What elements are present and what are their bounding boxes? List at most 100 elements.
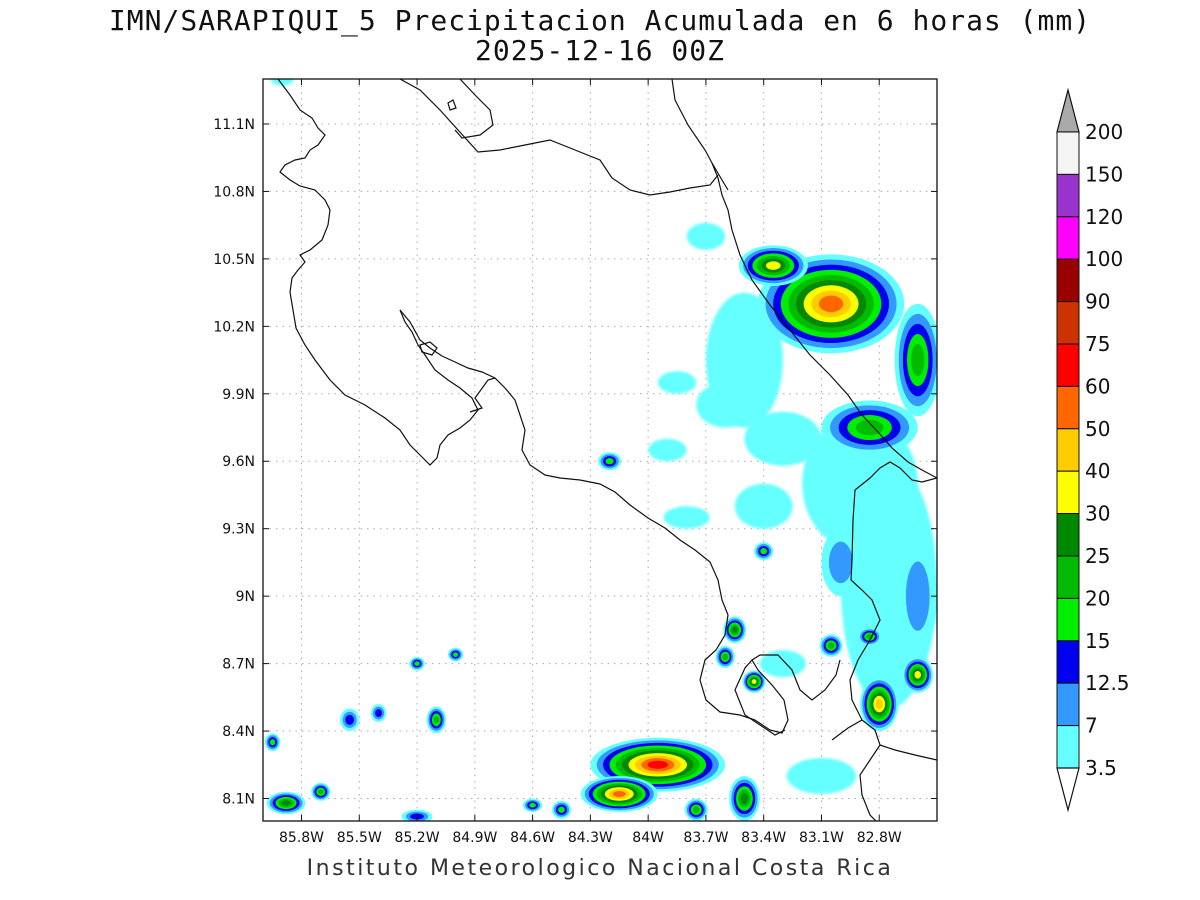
colorbar-level-label: 15 — [1085, 629, 1110, 653]
lon-tick-label: 85.2W — [395, 830, 440, 846]
colorbar-level-label: 25 — [1085, 544, 1110, 568]
rain-cell — [821, 528, 860, 597]
footer-credit: Instituto Meteorologico Nacional Costa R… — [306, 856, 894, 881]
colorbar-level-label: 40 — [1085, 459, 1110, 483]
rain-contour-band — [914, 671, 921, 679]
rain-cell — [522, 798, 543, 813]
colorbar-segment — [1056, 173, 1080, 218]
rain-contour-band — [751, 679, 757, 684]
colorbar-segment — [1056, 343, 1080, 387]
rain-contour-band — [855, 419, 884, 436]
panama-pacific — [879, 744, 937, 761]
light-rain-area — [686, 222, 726, 250]
lon-tick-label: 84.3W — [568, 830, 613, 846]
rain-contour-band — [345, 714, 354, 725]
colorbar-segment — [1056, 258, 1080, 303]
colorbar-segment — [1056, 301, 1080, 345]
chira-island — [419, 341, 438, 356]
rain-contour-band — [269, 739, 276, 746]
precipitation-field — [264, 79, 937, 821]
lat-tick-label: 9.9N — [222, 387, 255, 403]
light-rain-area — [270, 79, 294, 86]
light-rain-area — [786, 758, 857, 795]
colorbar-segment — [1056, 385, 1080, 430]
caribbean-coast — [711, 162, 937, 479]
light-rain-area — [648, 438, 687, 462]
lake-island — [447, 99, 457, 111]
rain-cell — [898, 539, 937, 653]
rain-cell — [598, 452, 622, 471]
rain-cell — [859, 677, 899, 732]
colorbar-segment — [1056, 555, 1080, 599]
rain-contour-band — [605, 458, 614, 465]
rain-contour-band — [612, 791, 626, 798]
lon-tick-label: 84.9W — [452, 830, 497, 846]
rain-cell — [409, 656, 425, 671]
light-rain-area — [663, 506, 710, 529]
panama-border — [854, 461, 937, 491]
colorbar-level-label: 100 — [1085, 247, 1123, 271]
osa-peninsula — [734, 659, 786, 736]
lat-tick-label: 9N — [236, 589, 255, 605]
rain-cell — [551, 800, 572, 819]
colorbar-level-label: 60 — [1085, 374, 1110, 398]
coastline-borders — [277, 79, 937, 821]
rain-contour-band — [827, 642, 835, 649]
lon-tick-label: 85.8W — [279, 830, 324, 846]
lat-tick-label: 8.4N — [222, 724, 255, 740]
chart-title: IMN/SARAPIQUI_5 Precipitacion Acumulada … — [108, 4, 1092, 37]
rain-cell — [754, 542, 774, 561]
rain-cell — [858, 627, 882, 646]
rain-cell — [311, 782, 331, 801]
colorbar-legend: 3.5 7 12.5 15 20 25 30 40 50 60 75 90 100 120 150 200 — [1056, 87, 1130, 813]
rain-contour-band — [828, 541, 853, 584]
rain-contour-band — [760, 548, 768, 555]
rain-contour-band — [875, 699, 883, 710]
lat-tick-label: 8.7N — [222, 657, 255, 673]
rain-cell — [426, 706, 446, 734]
pacific-nicaragua-coast — [277, 79, 479, 466]
lat-tick-label: 9.6N — [222, 454, 255, 470]
colorbar-level-label: 90 — [1085, 290, 1110, 314]
nicoya-gulf-coast — [399, 309, 496, 379]
rain-cell — [266, 791, 306, 815]
map-frame — [262, 78, 938, 822]
light-rain-area — [657, 371, 697, 394]
light-rain-area — [759, 650, 807, 678]
colorbar-level-label: 75 — [1085, 332, 1110, 356]
rain-contour-band — [414, 661, 420, 666]
rain-cell — [370, 704, 387, 723]
light-rain-area — [696, 382, 755, 428]
rain-contour-band — [740, 793, 749, 804]
central-pacific-coast — [469, 377, 841, 734]
lat-tick-label: 10.5N — [213, 252, 255, 268]
border-south — [849, 489, 881, 721]
rain-contour-band — [818, 295, 844, 313]
rain-cell — [447, 647, 464, 662]
colorbar-level-label: 3.5 — [1085, 756, 1117, 780]
lon-tick-label: 83.4W — [741, 830, 786, 846]
light-rain-area — [734, 483, 793, 529]
rain-contour-band — [452, 652, 459, 657]
colorbar-segment — [1056, 640, 1080, 684]
colorbar-segment — [1056, 428, 1080, 472]
lon-tick-label: 84W — [632, 830, 664, 846]
lon-tick-label: 82.8W — [857, 830, 902, 846]
rain-cell — [819, 634, 843, 657]
lat-tick-label: 11.1N — [213, 117, 255, 133]
lat-tick-label: 10.8N — [213, 184, 255, 200]
colorbar-segment — [1056, 470, 1080, 515]
rain-cell — [894, 303, 937, 417]
colorbar-level-label: 200 — [1085, 120, 1123, 144]
rain-contour-band — [766, 261, 781, 270]
rain-cell — [738, 245, 808, 286]
colorbar-segment — [1056, 597, 1080, 642]
lon-tick-label: 83.7W — [683, 830, 728, 846]
axis-ticks: 85.8W 85.5W 85.2W 84.9W 84.6W 84.3W 84W 83.7W 83… — [213, 79, 937, 846]
lon-tick-label: 83.1W — [799, 830, 844, 846]
rain-cell — [684, 798, 708, 821]
rain-contour-band — [692, 806, 700, 813]
colorbar-max-arrow — [1056, 87, 1080, 133]
rain-cell — [340, 708, 360, 732]
